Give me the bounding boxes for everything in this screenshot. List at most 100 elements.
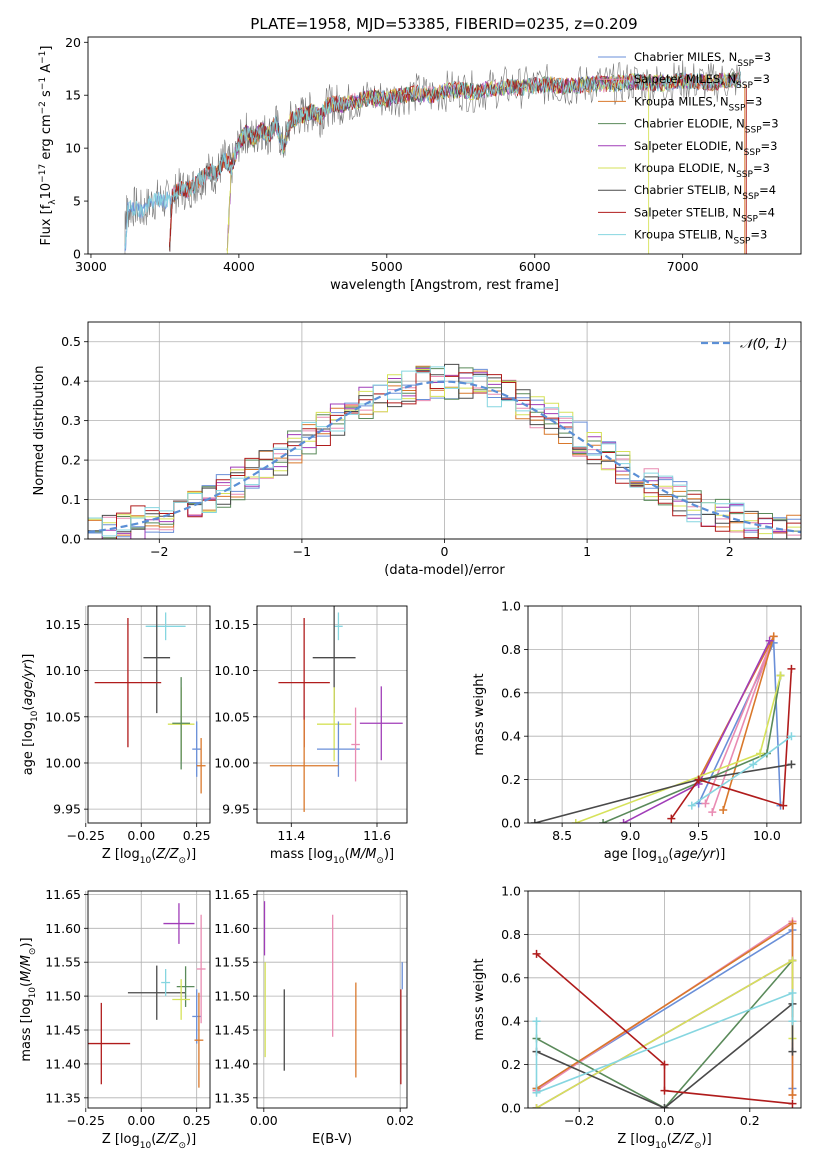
axes: 8.5 9.0 9.5 10.0 0.0 0.2 0.4 0.6 0.8 1.0 <box>501 599 781 844</box>
x-tick-label: 4000 <box>223 259 255 274</box>
label-part: Kroupa MILES, N <box>634 94 729 108</box>
weight-marker <box>701 799 710 808</box>
normal-curve <box>88 380 801 534</box>
x-tick-label: −0.25 <box>67 1113 105 1128</box>
label-part: ( <box>151 1132 156 1147</box>
y-axis-label: age [log10(age/yr)] <box>21 654 40 776</box>
label-part: )] <box>715 847 725 862</box>
label-part: ⊙ <box>376 856 384 866</box>
label-part: wavelength [Angstrom, rest frame] <box>330 278 559 293</box>
axes: 3000 4000 5000 6000 7000 0 5 10 15 20 <box>65 35 699 274</box>
label-part: 10 <box>39 183 54 200</box>
legend-label: Kroupa MILES, NSSP=3 <box>634 94 762 113</box>
label-part: SSP <box>745 126 762 136</box>
weight-line <box>534 763 792 823</box>
y-tick-label: 10.15 <box>45 617 81 632</box>
grid-lines <box>85 606 210 823</box>
label-part: SSP <box>744 148 761 158</box>
x-tick-label: −1 <box>293 544 311 559</box>
axes-frame <box>527 605 802 824</box>
y-tick-label: 1.0 <box>501 599 521 614</box>
label-part: ⊙ <box>178 856 186 866</box>
error-bar-point <box>94 618 162 748</box>
age-vs-mass-panel: 11.4 11.6 9.95 10.00 10.05 10.10 10.15 mass [lo… <box>214 605 408 866</box>
label-part: age/yr <box>673 847 716 862</box>
y-tick-label: 0.4 <box>501 1014 521 1029</box>
weight-series <box>530 760 796 823</box>
x-tick-label: 2 <box>726 544 734 559</box>
axes-frame <box>256 890 408 1109</box>
weight-marker <box>765 636 774 645</box>
weight-marker <box>769 632 778 641</box>
histogram-line <box>88 369 801 539</box>
weight-marker <box>749 760 758 769</box>
axes-frame <box>256 605 408 824</box>
label-part: −2 <box>38 101 48 114</box>
legend-label: Salpeter ELODIE, NSSP=3 <box>634 139 777 158</box>
label-part: Flux [f <box>39 204 54 245</box>
label-part: mass [log <box>19 998 34 1061</box>
error-bars <box>88 903 206 1088</box>
error-bars <box>269 606 403 812</box>
y-tick-label: 11.65 <box>45 887 81 902</box>
error-bar-point <box>317 687 352 762</box>
weight-line <box>535 953 793 1105</box>
label-part: M/M <box>350 847 377 862</box>
label-part: )] <box>186 847 196 862</box>
y-tick-label: 11.45 <box>214 1023 250 1038</box>
error-bar-point <box>145 612 186 641</box>
x-tick-label: −2 <box>150 544 168 559</box>
label-part: Normed distribution <box>32 366 47 496</box>
y-tick-label: 0.8 <box>501 642 521 657</box>
spectrum-title: PLATE=1958, MJD=53385, FIBERID=0235, z=0… <box>250 15 637 33</box>
label-part: Z [log <box>102 1132 140 1147</box>
y-tick-label: 11.50 <box>214 989 250 1004</box>
weight-series <box>571 671 785 823</box>
x-tick-label: 0.2 <box>740 1113 760 1128</box>
weight-marker <box>571 819 580 823</box>
label-part: λ <box>48 199 58 205</box>
weight-marker <box>532 949 541 958</box>
y-tick-label: 20 <box>65 35 81 50</box>
label-part: )] <box>19 937 34 947</box>
residual-histogram-panel: −2 −1 0 1 2 0.0 0.1 0.2 0.3 0.4 0.5 (data-model)/er… <box>32 321 802 578</box>
label-part: ⊙ <box>694 1141 702 1151</box>
label-part: −17 <box>38 164 48 183</box>
label-part: s <box>39 90 54 101</box>
axes: −0.25 0.00 0.25 11.35 11.40 11.45 11.50 11.55 11… <box>45 887 210 1128</box>
label-part: 10 <box>30 710 40 722</box>
label-part: −1 <box>38 77 48 90</box>
x-tick-label: −0.2 <box>564 1113 594 1128</box>
weight-lines <box>530 632 796 823</box>
axes: 11.4 11.6 9.95 10.00 10.05 10.10 10.15 <box>214 617 391 843</box>
y-tick-label: 11.40 <box>214 1056 250 1071</box>
error-bar-point <box>317 721 360 777</box>
weight-marker <box>788 956 797 965</box>
x-tick-label: 9.0 <box>620 828 640 843</box>
x-axis-label: E(B-V) <box>312 1132 352 1147</box>
label-part: E(B-V) <box>312 1132 352 1147</box>
x-tick-label: 5000 <box>371 259 403 274</box>
y-tick-label: 0 <box>73 247 81 262</box>
y-tick-label: 0.5 <box>61 334 81 349</box>
label-part: Salpeter MILES, N <box>634 72 736 86</box>
weight-marker <box>776 671 785 680</box>
label-part: SSP <box>742 192 759 202</box>
error-bar-point <box>192 989 202 1044</box>
y-tick-label: 0.4 <box>501 729 521 744</box>
legend-label: Salpeter STELIB, NSSP=4 <box>634 205 775 224</box>
y-tick-label: 10.15 <box>214 617 250 632</box>
x-tick-label: 0.25 <box>183 828 211 843</box>
label-part: Chabrier STELIB, N <box>634 183 742 197</box>
y-tick-label: 11.35 <box>214 1090 250 1105</box>
error-bar-point <box>127 965 186 1020</box>
label-part: =3 <box>761 139 778 153</box>
y-tick-label: 0.2 <box>501 1057 521 1072</box>
x-tick-label: 6000 <box>519 259 551 274</box>
y-tick-label: 0.0 <box>501 816 521 831</box>
label-part: Salpeter STELIB, N <box>634 205 741 219</box>
weight-lines <box>532 917 797 1108</box>
label-part: SSP <box>736 81 753 91</box>
x-tick-label: 1 <box>583 544 591 559</box>
grid-lines <box>257 606 407 823</box>
